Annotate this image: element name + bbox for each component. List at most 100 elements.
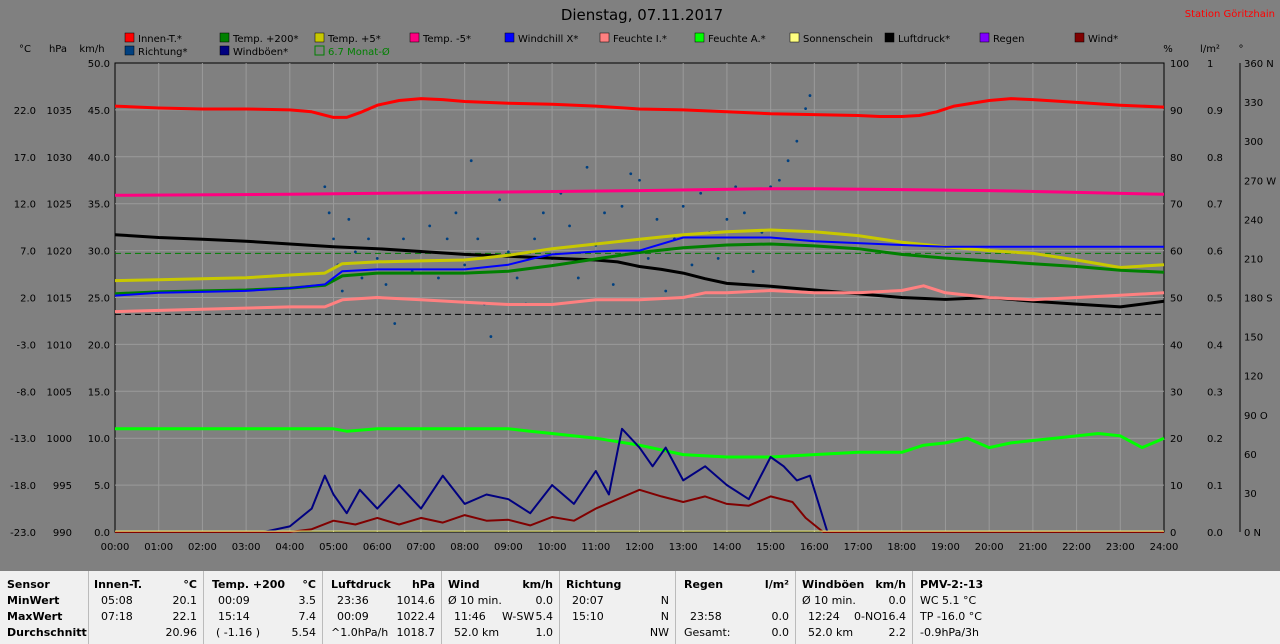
regen-title: Regen <box>684 578 724 591</box>
summary-col-sensor: Sensor MinWert MaxWert Durchschnitt <box>0 571 89 644</box>
direction-point <box>463 263 467 267</box>
temp-tick-label: -13.0 <box>10 434 36 445</box>
druck-unit: hPa <box>411 578 435 591</box>
x-tick-label: 08:00 <box>450 542 479 553</box>
direction-point <box>393 322 397 325</box>
pressure-tick-label: 995 <box>53 481 72 492</box>
richtung-title: Richtung <box>566 578 622 591</box>
summary-col-pmv: PMV-2:-13 WC 5.1 °C TP -16.0 °C -0.9hPa/… <box>913 571 1279 644</box>
temp-tick-label: 7.0 <box>20 247 36 258</box>
druck-min-time: 23:36 <box>337 594 369 607</box>
legend-label: Luftdruck* <box>898 34 950 45</box>
series-windchill-x <box>114 236 1164 297</box>
legend-swatch <box>124 45 135 56</box>
temp-title: Temp. +200 <box>212 578 286 591</box>
direction-point <box>743 211 746 215</box>
series-group <box>114 94 1165 533</box>
legend-swatch <box>314 32 325 43</box>
pressure-tick-label: 1035 <box>47 106 72 117</box>
direction-point <box>751 270 755 273</box>
regen-max-val: 0.0 <box>771 610 790 623</box>
direction-point <box>664 289 668 293</box>
x-tick-label: 22:00 <box>1062 542 1091 553</box>
humidity-tick-label: 100 <box>1170 59 1189 70</box>
druck-max-val: 1022.4 <box>396 610 436 623</box>
direction-point <box>681 204 685 208</box>
x-tick-label: 09:00 <box>494 542 523 553</box>
direction-point <box>808 94 812 97</box>
legend-label: Feuchte A.* <box>708 34 766 45</box>
x-tick-label: 10:00 <box>538 542 567 553</box>
direction-tick-label: 150 <box>1244 333 1263 344</box>
legend: Innen-T.* Temp. +200* Temp. +5* Temp. -5* Wi… <box>124 32 1118 58</box>
wind-max-dir: W-SW <box>502 610 535 623</box>
direction-point <box>690 263 694 267</box>
direction-point <box>603 211 606 215</box>
wind-tick-label: 30.0 <box>88 247 110 258</box>
direction-point <box>611 283 615 286</box>
boeen-avg-time: 52.0 km <box>808 626 854 639</box>
direction-point <box>568 224 571 228</box>
rain-tick-label: 0.0 <box>1207 528 1223 539</box>
summary-col-innen: Innen-T. °C 05:08 20.1 07:18 22.1 20.96 <box>89 571 204 644</box>
summary-col-temp: Temp. +200 °C 00:09 3.5 15:14 7.4 ( -1.1… <box>204 571 323 644</box>
direction-scatter <box>323 94 812 338</box>
boeen-min-time: Ø 10 min. <box>802 594 856 607</box>
direction-point <box>367 237 370 241</box>
direction-tick-label: 210 <box>1244 254 1263 265</box>
legend-label: Windböen* <box>233 47 288 58</box>
wind-tick-label: 15.0 <box>88 387 110 398</box>
legend-label: 6.7 Monat-Ø <box>328 46 390 58</box>
pressure-tick-label: 1005 <box>47 387 72 398</box>
x-tick-label: 13:00 <box>669 542 698 553</box>
direction-point <box>620 204 624 208</box>
humidity-tick-label: 40 <box>1170 340 1183 351</box>
richtung-min-time: 20:07 <box>572 594 604 607</box>
legend-swatch <box>1074 32 1085 43</box>
x-tick-label: 11:00 <box>581 542 610 553</box>
series-feuchte-i <box>114 284 1165 314</box>
legend-swatch <box>314 45 325 56</box>
wind-min-time: Ø 10 min. <box>448 594 502 607</box>
legend-swatch <box>979 32 990 43</box>
unit-hpa: hPa <box>49 44 67 55</box>
direction-point <box>777 178 781 182</box>
x-tick-label: 12:00 <box>625 542 654 553</box>
boeen-max-dir: 0-NO <box>854 610 882 623</box>
direction-point <box>327 211 331 215</box>
row-label-max: MaxWert <box>7 610 63 623</box>
summary-col-wind: Wind km/h Ø 10 min. 0.0 11:46 W-SW 5.4 5… <box>442 571 560 644</box>
innen-min-val: 20.1 <box>172 594 198 607</box>
direction-point <box>506 250 510 254</box>
wind-tick-label: 20.0 <box>88 340 110 351</box>
direction-point <box>498 198 502 202</box>
regen-avg-val: 0.0 <box>771 626 790 639</box>
pressure-tick-label: 1010 <box>47 340 72 351</box>
legend-label: Sonnenschein <box>803 34 873 45</box>
temp-min-time: 00:09 <box>218 594 250 607</box>
pressure-tick-label: 1020 <box>47 247 72 258</box>
unit-rain: l/m² <box>1200 44 1220 55</box>
temp-tick-label: 22.0 <box>14 106 36 117</box>
richtung-max-time: 15:10 <box>572 610 604 623</box>
direction-tick-label: 0 N <box>1244 528 1261 539</box>
wind-tick-label: 35.0 <box>88 200 110 211</box>
direction-point <box>428 224 432 228</box>
legend-label: Innen-T.* <box>138 34 182 45</box>
direction-point <box>332 237 335 241</box>
pressure-tick-label: 1000 <box>47 434 72 445</box>
direction-point <box>734 185 738 189</box>
richtung-avg-val: NW <box>649 626 669 639</box>
wind-max-val: 5.4 <box>535 610 554 623</box>
direction-point <box>795 139 799 143</box>
humidity-tick-label: 30 <box>1170 387 1183 398</box>
rain-tick-label: 0.3 <box>1207 387 1223 398</box>
series-luftdruck <box>114 233 1165 309</box>
legend-swatch <box>219 45 230 56</box>
direction-point <box>384 283 388 286</box>
rain-tick-label: 0.1 <box>1207 481 1223 492</box>
x-tick-label: 15:00 <box>756 542 785 553</box>
direction-tick-label: 180 S <box>1244 294 1273 305</box>
direction-point <box>340 289 344 293</box>
x-tick-label: 21:00 <box>1018 542 1047 553</box>
